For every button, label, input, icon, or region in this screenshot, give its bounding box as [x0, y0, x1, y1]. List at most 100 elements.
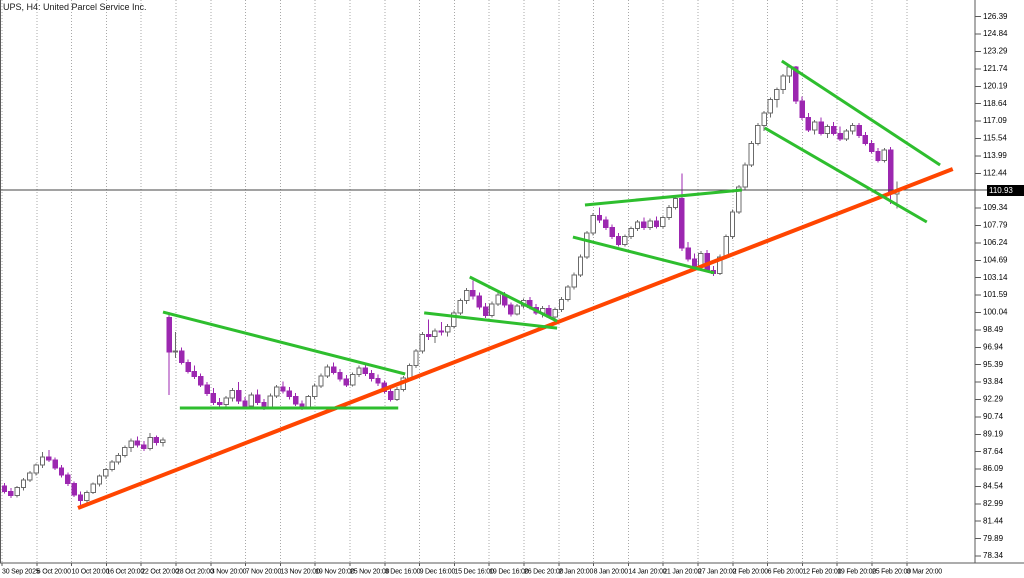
bear-candle-body — [210, 393, 217, 404]
broadening-lower-trendline[interactable] — [572, 235, 715, 275]
chart-title: UPS, H4: United Parcel Service Inc. — [3, 2, 147, 12]
bull-candle-body — [748, 142, 755, 166]
y-axis-label: 78.34 — [983, 551, 1004, 560]
bull-candle-body — [780, 75, 786, 91]
bear-candle-body — [52, 459, 58, 469]
bear-candle-body — [217, 402, 223, 405]
bear-candle-body — [134, 440, 141, 446]
bear-candle-body — [615, 236, 622, 245]
bear-candle-body — [831, 126, 837, 134]
y-axis-label: 90.74 — [983, 412, 1004, 421]
y-axis-label: 87.64 — [983, 447, 1004, 456]
bull-candle-body — [729, 211, 736, 238]
bear-candle-body — [185, 361, 191, 372]
y-axis-label: 109.34 — [983, 203, 1008, 212]
bear-candle-body — [236, 389, 242, 402]
bear-candle-body — [875, 150, 881, 161]
y-axis-label: 123.29 — [983, 47, 1008, 56]
bull-candle-body — [324, 366, 331, 377]
bear-candle-body — [65, 474, 71, 485]
y-axis-label: 112.44 — [983, 168, 1007, 177]
bear-candle-body — [330, 366, 337, 373]
y-axis-label: 81.44 — [983, 516, 1004, 525]
bear-candle-body — [204, 384, 210, 395]
bear-candle-body — [653, 220, 660, 228]
triangle1-upper-trendline[interactable] — [162, 310, 406, 376]
bull-candle-body — [413, 350, 419, 367]
bull-candle-body — [457, 300, 463, 314]
bull-candle-body — [27, 472, 33, 481]
y-axis-label: 120.19 — [983, 81, 1008, 90]
bull-candle-body — [736, 186, 742, 213]
x-axis-label: 3 Nov 20:00 — [211, 569, 247, 576]
x-axis-label: 8 Jan 20:00 — [594, 569, 629, 576]
bear-candle-body — [198, 375, 204, 386]
y-axis-label: 93.84 — [983, 377, 1004, 386]
bull-candle-body — [647, 220, 653, 229]
y-axis-label: 82.99 — [983, 499, 1004, 508]
bull-candle-body — [229, 389, 236, 399]
bear-candle-body — [286, 390, 293, 398]
bear-candle-body — [691, 258, 698, 267]
bear-candle-body — [476, 295, 482, 308]
bull-candle-body — [84, 492, 90, 501]
x-axis-label: 19 Feb 20:00 — [837, 569, 876, 576]
bear-candle-body — [438, 330, 444, 333]
bull-candle-body — [406, 365, 413, 379]
bull-candle-body — [495, 294, 501, 305]
y-axis-label: 79.89 — [983, 534, 1004, 543]
y-axis-label: 103.14 — [983, 273, 1008, 282]
bear-candle-body — [58, 467, 65, 476]
channel-lower-trendline[interactable] — [763, 126, 928, 224]
bull-candle-body — [103, 469, 109, 477]
bull-candle-body — [489, 303, 495, 317]
pennant-upper-trendline[interactable] — [469, 275, 558, 323]
bull-candle-body — [39, 456, 46, 466]
broadening-upper-trendline[interactable] — [584, 188, 743, 207]
channel-upper-trendline[interactable] — [780, 59, 941, 167]
bull-candle-body — [565, 286, 571, 300]
bull-candle-body — [248, 394, 255, 407]
y-axis-label: 92.29 — [983, 395, 1004, 404]
bull-candle-body — [20, 479, 27, 488]
y-axis-label: 98.49 — [983, 325, 1004, 334]
bear-candle-body — [603, 219, 609, 229]
y-axis-label: 117.09 — [983, 116, 1007, 125]
bull-candle-body — [14, 486, 20, 496]
x-axis-label: 14 Jan 20:00 — [628, 569, 666, 576]
bull-candle-body — [128, 440, 134, 449]
y-axis-label: 115.54 — [983, 134, 1007, 143]
bull-candle-body — [717, 256, 723, 275]
bear-candle-body — [292, 396, 299, 405]
bull-candle-body — [628, 228, 634, 238]
bear-candle-body — [368, 373, 375, 380]
x-axis-label: 7 Nov 20:00 — [246, 569, 282, 576]
bull-candle-body — [881, 149, 888, 161]
bull-candle-body — [96, 475, 103, 485]
ascending-support-trendline[interactable] — [77, 167, 954, 510]
bull-candle-body — [514, 305, 520, 315]
y-axis-label: 86.09 — [983, 464, 1004, 473]
bull-candle-body — [33, 464, 39, 474]
bull-candle-body — [451, 312, 457, 327]
pennant-lower-trendline[interactable] — [424, 311, 558, 330]
x-axis-label: 27 Jan 20:00 — [698, 569, 736, 576]
x-axis-label: 3 Dec 16:00 — [385, 569, 421, 576]
bear-candle-body — [343, 378, 350, 386]
x-axis-label: 26 Dec 20:00 — [524, 569, 564, 576]
bull-candle-body — [305, 396, 312, 409]
x-axis-label: 19 Dec 16:00 — [489, 569, 529, 576]
x-axis-label: 15 Dec 16:00 — [454, 569, 494, 576]
bear-candle-body — [255, 394, 261, 404]
y-axis-label: 95.39 — [983, 360, 1004, 369]
bull-candle-body — [558, 298, 565, 311]
y-axis-label: 104.69 — [983, 255, 1008, 264]
bear-candle-body — [596, 214, 603, 221]
bull-candle-body — [273, 386, 280, 397]
bear-candle-body — [818, 121, 824, 134]
bull-candle-body — [666, 206, 672, 219]
bull-candle-body — [584, 232, 590, 258]
bull-candle-body — [419, 333, 425, 352]
bear-candle-body — [166, 316, 172, 353]
